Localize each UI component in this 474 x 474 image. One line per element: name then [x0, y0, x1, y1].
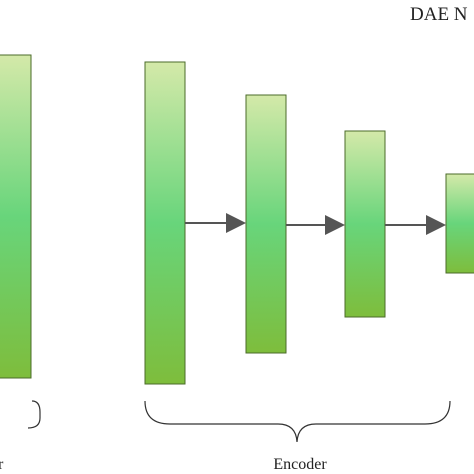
- brace: [27, 400, 41, 429]
- layer-block: [144, 61, 186, 385]
- layer-block: [445, 173, 474, 274]
- layer-block: [0, 54, 32, 379]
- group-label: Encoder: [273, 456, 327, 473]
- layer-block: [344, 130, 386, 318]
- title: DAE N: [410, 4, 468, 25]
- brace: [144, 400, 451, 443]
- group-label: r: [0, 456, 4, 473]
- layer-block: [245, 94, 287, 354]
